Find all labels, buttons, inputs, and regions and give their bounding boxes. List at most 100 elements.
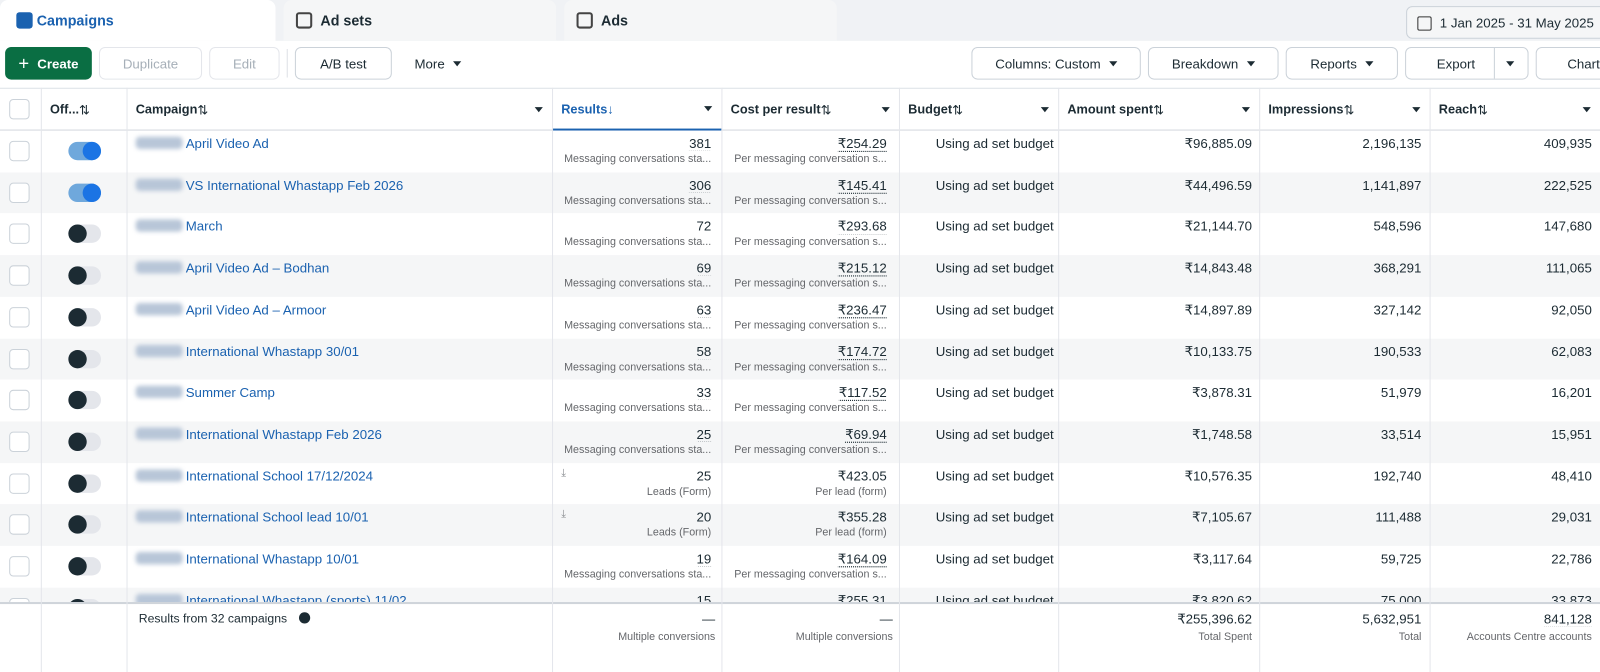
cost-value: ₹215.12 <box>837 260 887 276</box>
results-label: Messaging conversations sta... <box>564 443 712 457</box>
tab[interactable]: Ad sets <box>283 0 557 41</box>
toggle[interactable] <box>68 474 102 493</box>
reach: 92,050 <box>1551 301 1592 318</box>
date-range[interactable]: 1 Jan 2025 - 31 May 2025 <box>1406 6 1600 39</box>
table-row: International Whastapp 30/01 58 Messaging … <box>0 338 1600 380</box>
campaign-name[interactable]: March <box>185 218 223 235</box>
results-label: Leads (Form) <box>646 485 712 498</box>
campaign-name[interactable]: April Video Ad <box>185 135 269 152</box>
impressions: 190,533 <box>1373 343 1422 359</box>
footer-reach-label: Accounts Centre accounts <box>1466 630 1592 643</box>
results-label: Messaging conversations sta... <box>564 568 712 581</box>
amount-spent: ₹7,105.67 <box>1191 509 1253 525</box>
table-row: Summer Camp 33 Messaging conversations sta… <box>0 379 1600 422</box>
toggle[interactable] <box>68 307 102 327</box>
column-header[interactable]: Results ↓ <box>552 87 722 131</box>
export-button[interactable]: Export <box>1405 46 1529 80</box>
budget: Using ad set budget <box>935 301 1054 318</box>
checkbox[interactable] <box>9 389 30 411</box>
reach: 222,525 <box>1543 177 1592 193</box>
button-label: Breakdown <box>1171 55 1239 71</box>
table-row: April Video Ad – Bodhan 69 Messaging conve… <box>0 255 1600 297</box>
budget: Using ad set budget <box>935 135 1054 152</box>
toggle[interactable] <box>68 557 102 576</box>
table-row: March 72 Messaging conversations sta... ₹29… <box>0 213 1600 256</box>
toggle[interactable] <box>68 183 102 202</box>
column-header[interactable]: Amount spent ⇅ <box>1058 87 1260 131</box>
checkbox[interactable] <box>9 556 30 577</box>
toggle[interactable] <box>68 432 102 451</box>
toggle[interactable] <box>68 266 102 285</box>
reach: 15,951 <box>1551 426 1592 442</box>
campaign-name[interactable]: Summer Camp <box>185 384 275 401</box>
column-header[interactable]: Off... ⇅ <box>40 87 127 131</box>
toggle[interactable] <box>68 515 102 534</box>
column-header-label: Off... <box>49 102 80 117</box>
campaign-name[interactable]: International School 17/12/2024 <box>185 467 374 484</box>
checkbox[interactable] <box>9 473 30 494</box>
column-divider <box>721 87 723 672</box>
tab[interactable]: Campaigns <box>0 0 276 41</box>
blurred-prefix <box>135 178 183 191</box>
results-value: 306 <box>689 177 712 193</box>
cost-label: Per messaging conversation s... <box>734 236 887 249</box>
more-button[interactable]: More <box>399 46 476 80</box>
ab-test-button[interactable]: A/B test <box>294 46 392 80</box>
campaign-name[interactable]: April Video Ad – Armoor <box>185 301 327 318</box>
tab[interactable]: Ads <box>564 0 837 41</box>
table-row: International School 17/12/2024 ⤓ 25 Leads … <box>0 462 1600 505</box>
toggle[interactable] <box>68 141 102 161</box>
checkbox[interactable] <box>9 223 30 245</box>
column-header[interactable]: Cost per result ⇅ <box>721 87 899 131</box>
table-row: International School lead 10/01 ⤓ 20 Leads … <box>0 504 1600 546</box>
column-divider <box>898 87 900 672</box>
toggle[interactable] <box>68 349 102 368</box>
toggle[interactable] <box>68 391 102 410</box>
reach: 16,201 <box>1551 384 1592 401</box>
campaign-name[interactable]: International Whastapp 30/01 <box>185 343 360 359</box>
charts-button[interactable]: Charts <box>1535 46 1600 80</box>
table-row: April Video Ad 381 Messaging conversations… <box>0 130 1600 173</box>
edit-button[interactable]: Edit <box>209 46 280 80</box>
budget: Using ad set budget <box>935 509 1054 525</box>
campaign-name[interactable]: International School lead 10/01 <box>185 509 369 525</box>
tab-label: Campaigns <box>36 12 114 29</box>
toggle[interactable] <box>68 224 102 244</box>
checkbox[interactable] <box>9 306 30 328</box>
checkbox[interactable] <box>9 348 30 369</box>
campaign-name[interactable]: April Video Ad – Bodhan <box>185 260 330 276</box>
duplicate-button[interactable]: Duplicate <box>98 46 203 80</box>
checkbox[interactable] <box>9 140 30 162</box>
amount-spent: ₹21,144.70 <box>1184 218 1253 235</box>
toggle-knob <box>68 432 87 451</box>
amount-spent: ₹3,117.64 <box>1192 551 1253 567</box>
reports-button[interactable]: Reports <box>1285 46 1398 80</box>
checkbox[interactable] <box>9 98 30 120</box>
reach: 48,410 <box>1551 467 1592 484</box>
header-checkbox-cell <box>0 87 41 131</box>
tab-label: Ads <box>601 12 629 29</box>
columns-button[interactable]: Columns: Custom <box>971 46 1141 80</box>
campaign-name[interactable]: International Whastapp 10/01 <box>185 551 360 567</box>
footer-results-label: Multiple conversions <box>618 630 716 643</box>
amount-spent: ₹96,885.09 <box>1184 135 1253 152</box>
checkbox[interactable] <box>9 265 30 286</box>
results-value: 25 <box>696 467 712 484</box>
campaign-name[interactable]: International Whastapp Feb 2026 <box>185 426 382 442</box>
checkbox[interactable] <box>9 431 30 452</box>
campaign-name[interactable]: VS International Whastapp Feb 2026 <box>185 177 404 193</box>
blurred-prefix <box>135 552 183 565</box>
column-divider <box>1058 87 1060 672</box>
column-header[interactable]: Campaign ⇅ <box>126 87 553 131</box>
impressions: 2,196,135 <box>1362 135 1422 152</box>
checkbox[interactable] <box>9 514 30 535</box>
checkbox[interactable] <box>9 182 30 203</box>
column-header[interactable]: Reach ⇅ <box>1429 87 1600 131</box>
breakdown-button[interactable]: Breakdown <box>1147 46 1279 80</box>
create-button[interactable]: + Create <box>5 46 92 80</box>
table-row: VS International Whastapp Feb 2026 306 Mes… <box>0 172 1600 214</box>
column-header[interactable]: Impressions ⇅ <box>1259 87 1430 131</box>
column-header[interactable]: Budget ⇅ <box>898 87 1059 131</box>
impressions: 51,979 <box>1380 384 1422 401</box>
